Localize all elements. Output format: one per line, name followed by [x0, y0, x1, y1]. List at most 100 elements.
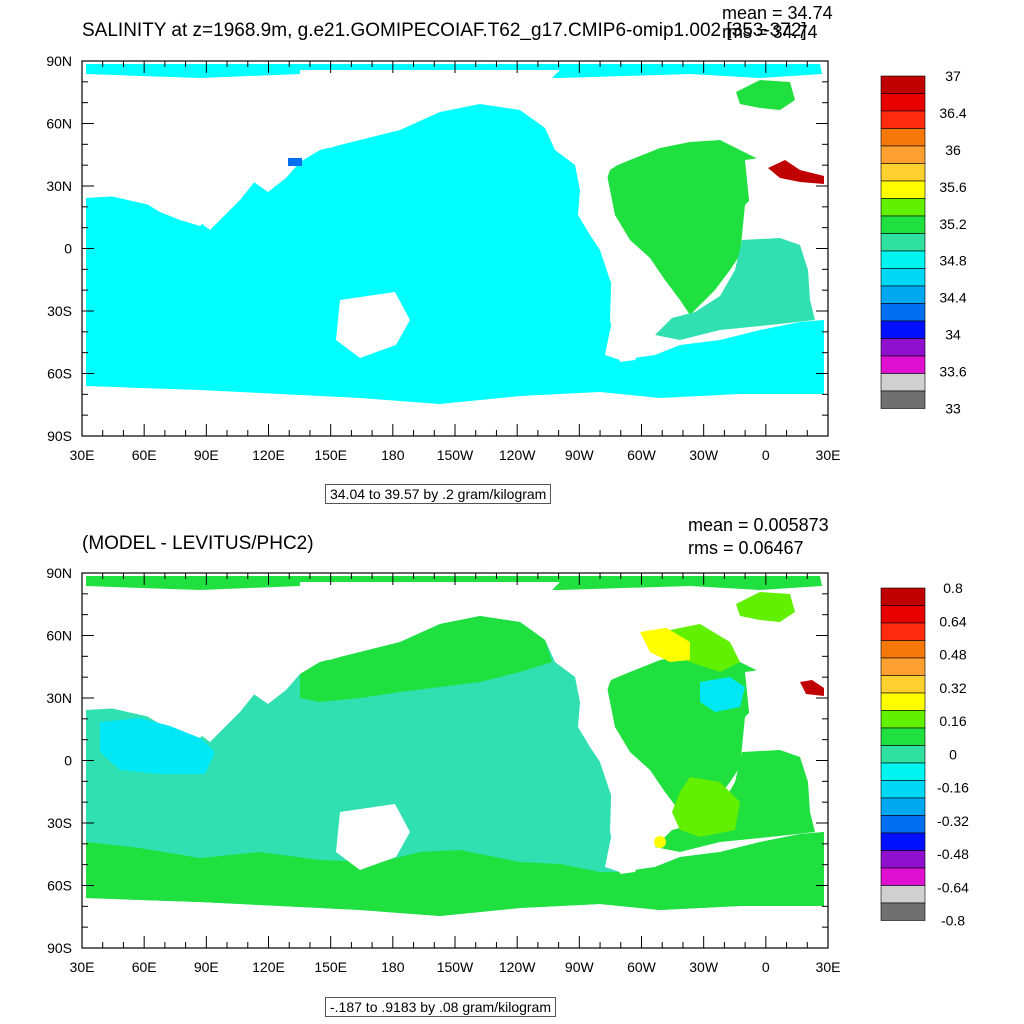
top-colorbar-swatch — [880, 75, 926, 94]
bottom-colorbar-swatch — [880, 657, 926, 676]
bottom-colorbar-swatch — [880, 885, 926, 904]
top-colorbar-swatch — [880, 390, 926, 409]
top-lon-label: 30W — [689, 447, 719, 463]
top-colorbar-swatch — [880, 285, 926, 304]
top-colorbar-swatch — [880, 250, 926, 269]
top-colorbar-swatch — [880, 338, 926, 357]
bottom-lon-label: 120W — [499, 959, 536, 975]
top-mean: mean = 34.74 — [722, 3, 833, 23]
bottom-ocean-field — [86, 576, 824, 916]
bottom-colorbar: 0.8 0.64 0.48 0.32 0.16 0 -0.16 -0.32 -0.48 -0.64… — [880, 582, 969, 929]
top-colorbar-swatch — [880, 303, 926, 322]
bottom-colorbar-swatch — [880, 710, 926, 729]
top-colorbar-label: 36 — [945, 142, 961, 158]
top-lon-label: 90E — [194, 447, 219, 463]
top-colorbar: 37 36.4 36 35.6 35.2 34.8 34.4 34 33.6 33 — [880, 70, 967, 417]
top-colorbar-swatch — [880, 128, 926, 147]
bottom-lon-label: 120E — [252, 959, 285, 975]
top-colorbar-swatch — [880, 163, 926, 182]
bottom-colorbar-swatch — [880, 850, 926, 869]
top-colorbar-label: 35.2 — [939, 216, 966, 232]
bottom-rms: rms = 0.06467 — [688, 538, 804, 558]
bottom-lat-label: 0 — [64, 753, 72, 769]
bottom-lat-label: 60N — [46, 628, 72, 644]
bottom-colorbar-label: -0.16 — [937, 780, 969, 796]
top-colorbar-swatch — [880, 198, 926, 217]
bottom-atlantic-field — [606, 592, 815, 852]
bottom-colorbar-swatch — [880, 867, 926, 886]
bottom-lon-label: 30W — [689, 959, 719, 975]
bottom-range-label: -.187 to .9183 by .08 gram/kilogram — [325, 997, 557, 1017]
bottom-colorbar-swatch — [880, 622, 926, 641]
top-lon-label: 120E — [252, 447, 285, 463]
top-land — [86, 70, 822, 362]
top-colorbar-label: 36.4 — [939, 105, 966, 121]
top-lon-label: 30E — [70, 447, 95, 463]
top-blue-patch — [288, 158, 302, 166]
top-colorbar-swatch — [880, 320, 926, 339]
bottom-lon-label: 30E — [70, 959, 95, 975]
top-colorbar-swatch — [880, 215, 926, 234]
bottom-lon-label: 90E — [194, 959, 219, 975]
top-colorbar-label: 34.8 — [939, 253, 966, 269]
top-colorbar-swatch — [880, 93, 926, 112]
top-lon-label: 30E — [816, 447, 841, 463]
top-lat-label: 60N — [46, 116, 72, 132]
top-lat-label: 30N — [46, 178, 72, 194]
bottom-colorbar-swatch — [880, 815, 926, 834]
bottom-lon-label: 150W — [437, 959, 474, 975]
top-map: 90N 60N 30N 0 30S 60S 90S 30E 60E 90E 120E 150E 180 1… — [46, 53, 841, 463]
bottom-colorbar-label: -0.48 — [937, 846, 969, 862]
top-panel-title: SALINITY at z=1968.9m, g.e21.GOMIPECOIAF… — [82, 20, 807, 41]
top-colorbar-swatch — [880, 233, 926, 252]
top-lon-label: 60E — [132, 447, 157, 463]
bottom-colorbar-swatch — [880, 640, 926, 659]
bottom-colorbar-swatch — [880, 727, 926, 746]
bottom-mean: mean = 0.005873 — [688, 515, 829, 535]
bottom-colorbar-swatch — [880, 745, 926, 764]
top-colorbar-label: 33 — [945, 401, 961, 417]
bottom-colorbar-swatch — [880, 587, 926, 606]
top-lat-label: 0 — [64, 241, 72, 257]
bottom-colorbar-swatch — [880, 797, 926, 816]
top-colorbar-swatch — [880, 268, 926, 287]
bottom-lon-label: 180 — [381, 959, 405, 975]
top-colorbar-label: 34.4 — [939, 290, 966, 306]
bottom-med-patch — [800, 680, 824, 696]
top-lat-label: 60S — [47, 366, 72, 382]
top-range-label: 34.04 to 39.57 by .2 gram/kilogram — [325, 484, 552, 504]
bottom-colorbar-label: 0.16 — [939, 713, 966, 729]
bottom-lat-label: 90N — [46, 565, 72, 581]
top-colorbar-label: 33.6 — [939, 364, 966, 380]
top-lon-label: 60W — [627, 447, 657, 463]
bottom-lon-label: 60E — [132, 959, 157, 975]
top-lon-label: 0 — [762, 447, 770, 463]
top-lat-label: 30S — [47, 303, 72, 319]
top-colorbar-label: 37 — [945, 70, 961, 84]
bottom-lon-label: 60W — [627, 959, 657, 975]
top-colorbar-swatch — [880, 145, 926, 164]
bottom-lat-label: 30N — [46, 690, 72, 706]
bottom-lat-label: 90S — [47, 940, 72, 956]
top-colorbar-label: 35.6 — [939, 179, 966, 195]
top-lon-label: 150E — [314, 447, 347, 463]
top-colorbar-swatch — [880, 180, 926, 199]
bottom-colorbar-swatch — [880, 780, 926, 799]
bottom-lat-label: 30S — [47, 815, 72, 831]
bottom-map: 90N 60N 30N 0 30S 60S 90S 30E 60E 90E 120E 150E 180 1… — [46, 565, 841, 975]
bottom-lat-label: 60S — [47, 878, 72, 894]
top-colorbar-swatch — [880, 355, 926, 374]
bottom-lon-label: 150E — [314, 959, 347, 975]
bottom-lon-label: 0 — [762, 959, 770, 975]
bottom-colorbar-label: 0.32 — [939, 680, 966, 696]
top-lat-label: 90N — [46, 53, 72, 69]
bottom-colorbar-label: -0.8 — [941, 913, 965, 929]
bottom-colorbar-label: 0.8 — [943, 582, 963, 596]
top-colorbar-swatch — [880, 110, 926, 129]
bottom-colorbar-label: -0.64 — [937, 879, 969, 895]
bottom-colorbar-swatch — [880, 762, 926, 781]
bottom-lon-label: 30E — [816, 959, 841, 975]
top-rms: rms = 34.74 — [722, 22, 818, 42]
bottom-panel-title: (MODEL - LEVITUS/PHC2) — [82, 533, 314, 554]
bottom-colorbar-label: 0.64 — [939, 613, 966, 629]
